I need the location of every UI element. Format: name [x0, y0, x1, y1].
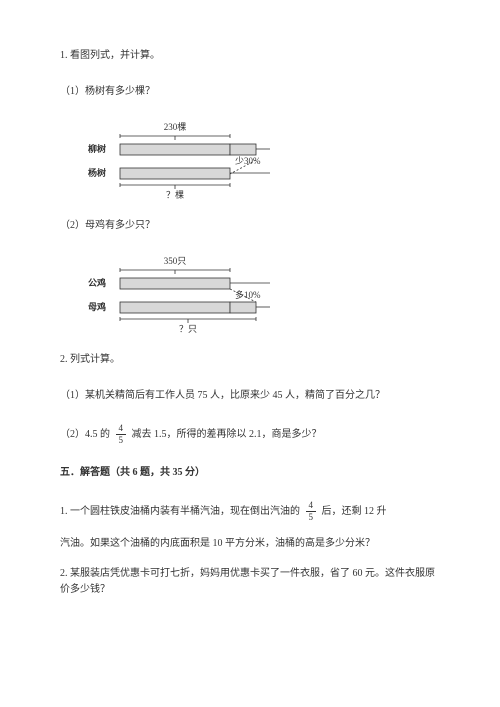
d1-label-willow: 柳树 — [88, 143, 106, 154]
q1-part1: （1）杨树有多少棵？ — [60, 84, 440, 100]
d2-top-label: 350只 — [164, 256, 187, 266]
q2-part1: （1）某机关精简后有工作人员 75 人，比原来少 45 人，精简了百分之几？ — [60, 388, 440, 404]
q2-p2b: 减去 1.5，所得的差再除以 2.1，商是多少？ — [132, 429, 322, 440]
fraction-4-5: 4 5 — [116, 424, 127, 445]
section5-title: 五．解答题（共 6 题，共 35 分） — [60, 465, 440, 481]
d2-bottom-label: ？只 — [179, 324, 197, 334]
s5-q2: 2. 某服装店凭优惠卡可打七折，妈妈用优惠卡买了一件衣服，省了 60 元。这件衣… — [60, 566, 440, 598]
s5-p1a: 1. 一个圆柱铁皮油桶内装有半桶汽油，现在倒出汽油的 — [60, 506, 300, 517]
frac-den-b: 5 — [306, 512, 317, 522]
q2-part2: （2）4.5 的 4 5 减去 1.5，所得的差再除以 2.1，商是多少？ — [60, 424, 440, 445]
diagram-rooster-hen: 350只 公鸡 多10% 母鸡 ？只 — [80, 254, 280, 334]
frac-num: 4 — [116, 424, 127, 435]
s5-q1-line2: 汽油。如果这个油桶的内底面积是 10 平方分米，油桶的高是多少分米？ — [60, 536, 440, 552]
q2-p2a: （2）4.5 的 — [60, 429, 110, 440]
q1-part2: （2）母鸡有多少只？ — [60, 218, 440, 234]
q1-title: 1. 看图列式，并计算。 — [60, 48, 440, 64]
diagram-willow-poplar: 230棵 柳树 少30% 杨树 ？棵 — [80, 120, 280, 200]
d1-label-poplar: 杨树 — [88, 167, 106, 178]
s5-p1b: 后，还剩 12 升 — [322, 506, 387, 517]
frac-num-b: 4 — [306, 501, 317, 512]
d1-top-label: 230棵 — [164, 121, 187, 132]
s5-q1-line1: 1. 一个圆柱铁皮油桶内装有半桶汽油，现在倒出汽油的 4 5 后，还剩 12 升 — [60, 501, 440, 522]
d2-label-hen: 母鸡 — [88, 301, 106, 312]
q2-title: 2. 列式计算。 — [60, 352, 440, 368]
frac-den: 5 — [116, 435, 127, 445]
fraction-4-5-b: 4 5 — [306, 501, 317, 522]
d1-right-label: 少30% — [235, 156, 261, 166]
d2-right-label: 多10% — [235, 289, 261, 300]
d2-label-rooster: 公鸡 — [88, 277, 106, 288]
d1-bottom-label: ？棵 — [166, 189, 184, 200]
